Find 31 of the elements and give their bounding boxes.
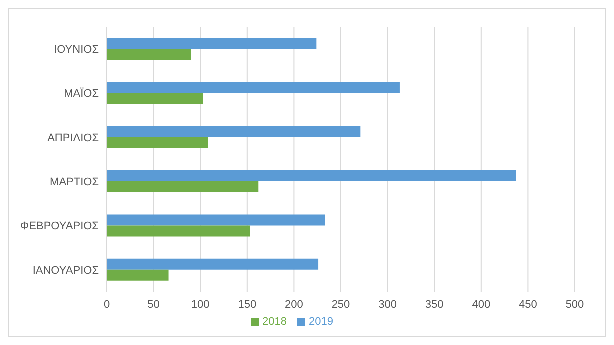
x-tick-label: 400 <box>472 298 491 311</box>
x-tick-label: 250 <box>332 298 350 311</box>
bar <box>107 214 326 226</box>
x-tick-label: 450 <box>519 298 538 311</box>
y-tick-label: ΙΟΥΝΙΟΣ <box>54 44 100 56</box>
x-tick-label: 100 <box>191 298 210 311</box>
legend-label: 2018 <box>262 316 287 328</box>
bar <box>107 38 317 50</box>
x-tick-label: 350 <box>425 298 444 311</box>
bar <box>107 49 192 60</box>
x-tick-label: 300 <box>378 298 397 311</box>
bar <box>107 93 204 104</box>
x-tick-label: 200 <box>285 298 304 311</box>
bar <box>107 270 169 281</box>
bar <box>107 182 259 193</box>
bar <box>107 258 319 270</box>
bar <box>107 170 516 182</box>
bar <box>107 82 400 94</box>
bar <box>107 137 208 148</box>
y-tick-label: ΦΕΒΡΟΥΑΡΙΟΣ <box>20 220 100 233</box>
y-tick-label: ΑΠΡΙΛΙΟΣ <box>48 132 100 144</box>
y-tick-label: ΙΑΝΟΥΑΡΙΟΣ <box>32 264 100 277</box>
y-tick-label: ΜΑΪΟΣ <box>64 87 100 100</box>
bar <box>107 126 361 138</box>
x-tick-label: 500 <box>566 298 584 311</box>
legend-label: 2019 <box>309 316 334 328</box>
x-tick-label: 150 <box>238 298 257 311</box>
bar <box>107 226 250 237</box>
x-tick-label: 0 <box>104 298 110 311</box>
x-tick-label: 50 <box>148 298 160 311</box>
y-tick-label: ΜΑΡΤΙΟΣ <box>50 176 100 188</box>
